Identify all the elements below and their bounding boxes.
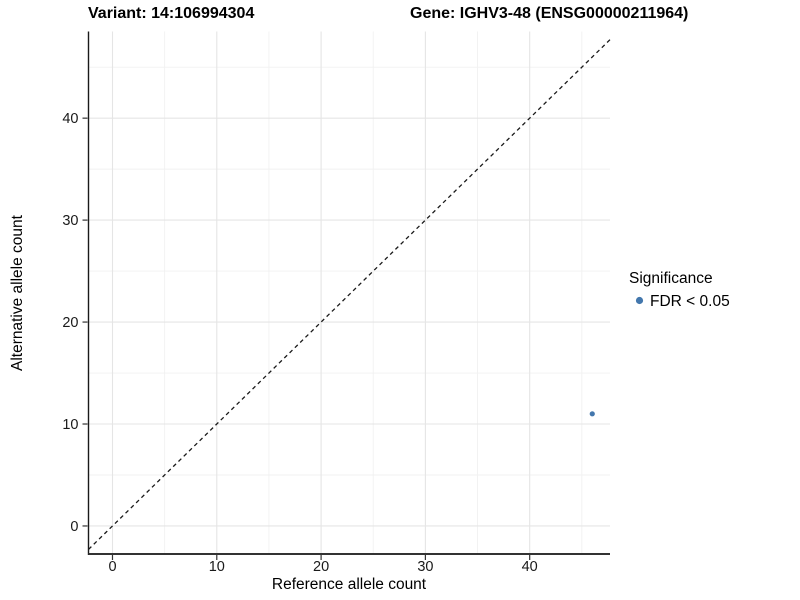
variant-title: Variant: 14:106994304	[88, 5, 254, 22]
y-tick-label: 40	[62, 111, 78, 127]
x-tick-label: 30	[417, 559, 433, 575]
x-tick-label: 20	[313, 559, 329, 575]
identity-line-layer	[88, 39, 611, 550]
y-tick-label: 10	[62, 417, 78, 433]
gene-title: Gene: IGHV3-48 (ENSG00000211964)	[410, 5, 688, 22]
x-tick-label: 10	[209, 559, 225, 575]
points-layer	[589, 411, 595, 417]
x-axis-ticks: 0 10 20 30 40	[108, 555, 538, 575]
x-tick-label: 40	[522, 559, 538, 575]
y-tick-label: 20	[62, 315, 78, 331]
x-axis-title: Reference allele count	[272, 576, 427, 593]
x-tick-label: 0	[108, 559, 116, 575]
axis-lines-layer	[87, 31, 610, 555]
y-axis-ticks: 0 10 20 30 40	[62, 111, 88, 535]
y-tick-label: 30	[62, 213, 78, 229]
legend: Significance FDR < 0.05	[629, 270, 730, 310]
data-point	[589, 411, 595, 417]
grid-minor-layer	[88, 31, 610, 554]
legend-title: Significance	[629, 270, 713, 287]
y-tick-label: 0	[70, 519, 78, 535]
y-axis-title: Alternative allele count	[9, 214, 26, 371]
legend-key-dot-icon	[635, 296, 644, 305]
grid-major-layer	[88, 31, 610, 554]
identity-dashed-line	[88, 39, 611, 550]
legend-item-label: FDR < 0.05	[650, 293, 730, 310]
